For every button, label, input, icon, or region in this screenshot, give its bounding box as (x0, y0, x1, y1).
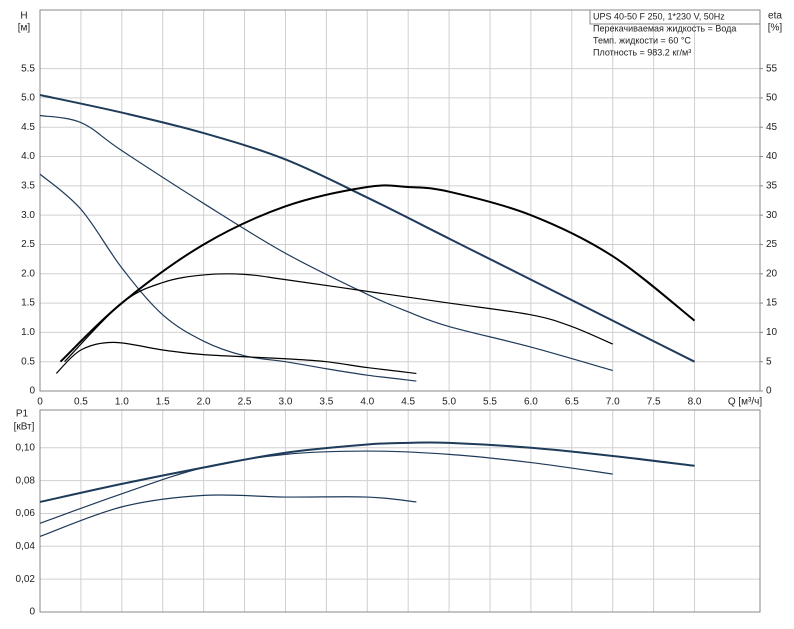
y2-tick-label: 0 (766, 386, 772, 397)
x-tick-label: 6.0 (524, 397, 538, 408)
x-tick-label: 1.5 (156, 397, 170, 408)
y-tick-label: 5.5 (21, 63, 35, 74)
y2-tick-label: 55 (766, 63, 778, 74)
x-tick-label: 7.5 (647, 397, 661, 408)
y-tick-label: 0 (29, 386, 35, 397)
y2-tick-label: 45 (766, 122, 778, 133)
plot-frame (39, 409, 761, 613)
y2-axis-unit: [%] (768, 23, 783, 34)
x-axis-label: Q [м³/ч] (728, 397, 763, 408)
y2-tick-label: 50 (766, 93, 778, 104)
y-axis-unit: [кВт] (14, 422, 35, 433)
y-tick-label: 0 (29, 607, 35, 618)
x-tick-label: 2.0 (197, 397, 211, 408)
x-tick-label: 8.0 (688, 397, 702, 408)
y-tick-label: 0,10 (16, 442, 36, 453)
x-tick-label: 0.5 (74, 397, 88, 408)
y2-tick-label: 25 (766, 239, 778, 250)
y-axis-label: P1 (16, 409, 29, 420)
curve (39, 94, 695, 363)
x-tick-label: 3.5 (319, 397, 333, 408)
info-box: UPS 40-50 F 250, 1*230 V, 50Hz Перекачива… (589, 9, 761, 57)
curve (39, 114, 613, 372)
plot-frame (39, 9, 761, 392)
y2-tick-label: 5 (766, 356, 772, 367)
x-tick-label: 4.5 (401, 397, 415, 408)
y-tick-label: 1.5 (21, 298, 35, 309)
y-tick-label: 0,04 (16, 541, 36, 552)
curve (39, 450, 613, 524)
y-tick-label: 0,08 (16, 475, 36, 486)
y-tick-label: 0,02 (16, 574, 36, 585)
x-tick-label: 5.5 (483, 397, 497, 408)
y-tick-label: 4.0 (21, 151, 35, 162)
y-tick-label: 1.0 (21, 327, 35, 338)
info-box-border (589, 9, 761, 25)
annotation: Темп. жидкости = 60 °C (593, 35, 691, 45)
x-tick-label: 7.0 (606, 397, 620, 408)
y-tick-label: 2.5 (21, 239, 35, 250)
y2-tick-label: 20 (766, 268, 778, 279)
y-tick-label: 3.5 (21, 180, 35, 191)
x-tick-label: 3.0 (279, 397, 293, 408)
x-tick-label: 0 (37, 397, 43, 408)
x-tick-label: 5.0 (442, 397, 456, 408)
x-tick-label: 6.5 (565, 397, 579, 408)
y2-tick-label: 30 (766, 210, 778, 221)
y-tick-label: 5.0 (21, 93, 35, 104)
y2-axis-label: eta (768, 11, 782, 22)
y2-tick-label: 15 (766, 298, 778, 309)
y2-tick-label: 10 (766, 327, 778, 338)
curve (55, 341, 417, 375)
curve (64, 273, 613, 363)
y2-tick-label: 40 (766, 151, 778, 162)
curve (39, 441, 695, 503)
y-tick-label: 2.0 (21, 268, 35, 279)
curve (39, 173, 417, 382)
y-axis-unit: [м] (18, 23, 31, 34)
annotation: Плотность = 983.2 кг/м³ (593, 47, 691, 57)
y-axis-label: H (20, 11, 27, 22)
y-tick-label: 0.5 (21, 356, 35, 367)
curve (39, 494, 417, 538)
x-tick-label: 2.5 (238, 397, 252, 408)
x-tick-label: 4.0 (360, 397, 374, 408)
y2-tick-label: 35 (766, 180, 778, 191)
curve (59, 184, 696, 363)
y-tick-label: 4.5 (21, 122, 35, 133)
annotation: UPS 40-50 F 250, 1*230 V, 50Hz (593, 11, 725, 21)
x-tick-label: 1.0 (115, 397, 129, 408)
annotation: Перекачиваемая жидкость = Вода (593, 23, 736, 33)
y-tick-label: 0,06 (16, 508, 36, 519)
y-tick-label: 3.0 (21, 210, 35, 221)
